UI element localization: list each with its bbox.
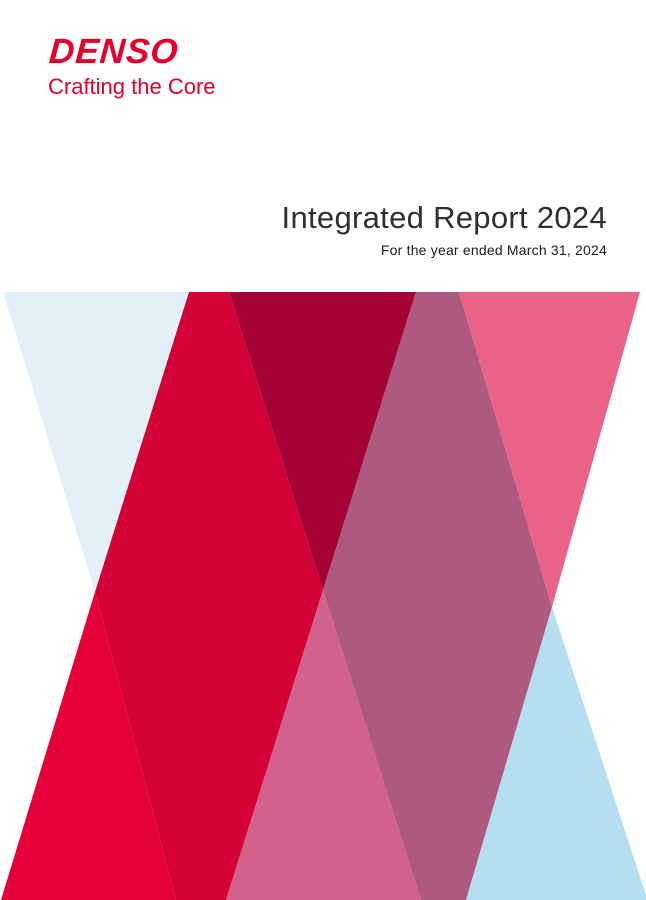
report-subtitle: For the year ended March 31, 2024 <box>380 242 607 259</box>
denso-tagline: Crafting the Core <box>48 74 216 99</box>
report-title: Integrated Report 2024 <box>281 200 607 235</box>
dark-red-wedge-top-center <box>229 292 416 590</box>
denso-logo-block: DENSO Crafting the Core <box>47 32 216 99</box>
main-red-band <box>95 292 323 900</box>
light-blue-triangle-bottom-right <box>466 607 646 900</box>
pink-wedge-top-right <box>459 292 640 607</box>
mauve-band-center-right <box>323 292 552 900</box>
pale-blue-v-top-left <box>3 292 189 592</box>
denso-logo: DENSO <box>47 32 181 71</box>
title-block: Integrated Report 2024 For the year ende… <box>281 200 607 259</box>
bright-red-triangle-bottom-left <box>1 592 176 900</box>
pink-triangle-bottom-center <box>226 590 421 900</box>
